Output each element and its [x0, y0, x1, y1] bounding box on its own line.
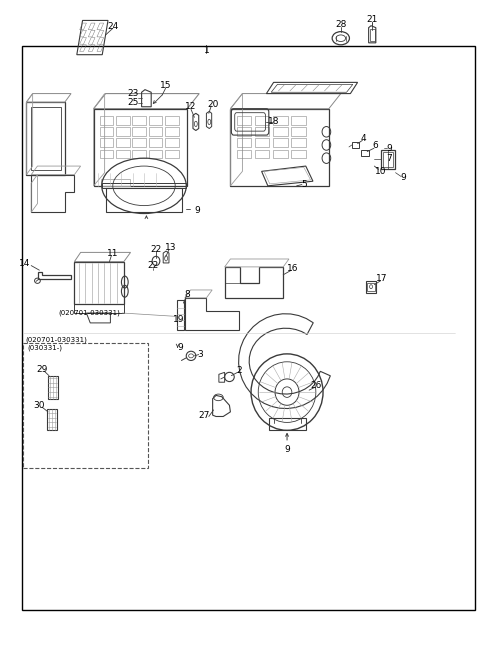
Text: 9: 9 — [177, 343, 183, 353]
Text: 7: 7 — [386, 154, 392, 163]
Text: 9: 9 — [284, 445, 290, 454]
Text: 28: 28 — [335, 20, 347, 29]
Bar — [132, 116, 146, 125]
Text: 3: 3 — [198, 350, 204, 359]
Bar — [291, 116, 306, 125]
Bar — [177, 300, 184, 330]
Bar — [273, 116, 288, 125]
Text: 19: 19 — [173, 315, 184, 324]
Bar — [255, 150, 269, 158]
Text: 27: 27 — [198, 411, 210, 420]
Text: (020701-030331): (020701-030331) — [58, 310, 120, 316]
Text: 12: 12 — [185, 102, 197, 111]
Text: 5: 5 — [301, 180, 307, 189]
Bar — [116, 127, 130, 136]
Text: 13: 13 — [165, 243, 176, 252]
Text: 11: 11 — [107, 248, 119, 258]
Bar — [273, 127, 288, 136]
Bar — [291, 127, 306, 136]
Bar — [237, 150, 251, 158]
Text: 20: 20 — [207, 100, 219, 109]
Bar — [165, 150, 179, 158]
Bar — [116, 150, 130, 158]
Bar — [237, 127, 251, 136]
Bar — [100, 150, 113, 158]
Text: 9: 9 — [400, 173, 406, 183]
Bar — [116, 138, 130, 147]
Text: 1: 1 — [204, 46, 209, 55]
Text: 6: 6 — [372, 141, 378, 150]
Bar — [23, 343, 148, 468]
Text: 23: 23 — [128, 89, 139, 98]
Bar — [367, 283, 375, 291]
Text: 30: 30 — [34, 401, 45, 410]
Bar — [149, 138, 162, 147]
Bar — [255, 138, 269, 147]
Text: 21: 21 — [366, 15, 378, 24]
Text: 24: 24 — [107, 22, 119, 31]
Bar — [273, 150, 288, 158]
Bar — [100, 138, 113, 147]
Bar — [165, 127, 179, 136]
Text: 29: 29 — [36, 364, 48, 374]
Bar — [383, 152, 393, 167]
Text: 15: 15 — [160, 81, 171, 90]
Bar — [291, 138, 306, 147]
Bar — [100, 127, 113, 136]
Bar — [132, 150, 146, 158]
Text: (030331-): (030331-) — [27, 345, 62, 351]
Bar — [381, 150, 395, 169]
Text: 26: 26 — [310, 381, 322, 390]
Text: 8: 8 — [184, 290, 190, 299]
Text: 14: 14 — [19, 259, 31, 268]
Bar — [165, 138, 179, 147]
Text: 22: 22 — [147, 261, 158, 270]
Text: 9: 9 — [194, 206, 200, 215]
Text: 2: 2 — [236, 366, 242, 375]
Bar — [366, 281, 376, 293]
Text: 16: 16 — [287, 264, 299, 273]
Bar — [149, 127, 162, 136]
Bar — [132, 127, 146, 136]
Bar — [273, 138, 288, 147]
Text: 10: 10 — [375, 167, 386, 176]
Bar — [237, 138, 251, 147]
Bar — [291, 150, 306, 158]
Bar — [255, 127, 269, 136]
Bar — [237, 116, 251, 125]
Bar — [149, 116, 162, 125]
Bar — [100, 116, 113, 125]
Bar — [255, 116, 269, 125]
Text: 22: 22 — [150, 244, 162, 254]
Bar — [116, 116, 130, 125]
Bar — [22, 46, 475, 610]
Bar — [132, 138, 146, 147]
Text: 9: 9 — [386, 144, 392, 153]
Text: 18: 18 — [268, 117, 279, 127]
Text: (020701-030331): (020701-030331) — [25, 337, 87, 343]
Text: 4: 4 — [361, 134, 367, 143]
Text: 17: 17 — [376, 273, 387, 283]
Bar — [149, 150, 162, 158]
Text: 25: 25 — [128, 98, 139, 107]
Bar — [165, 116, 179, 125]
